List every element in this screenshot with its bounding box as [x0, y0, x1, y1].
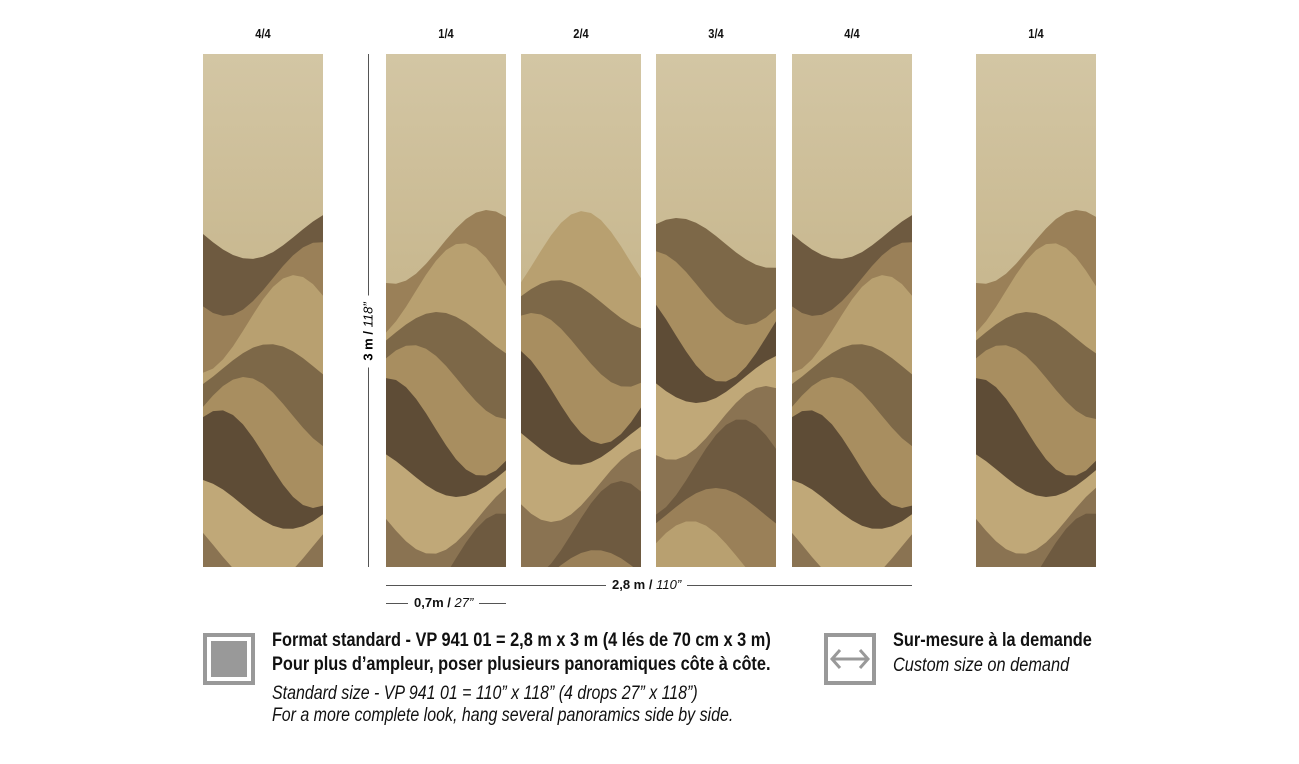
custom-size-en: Custom size on demand [893, 655, 1070, 676]
custom-size-fr: Sur-mesure à la demande [893, 630, 1092, 651]
panel-image [976, 54, 1096, 567]
height-m: 3 m / [360, 331, 376, 361]
width-in: 110” [656, 577, 682, 592]
width-dimension-label: 2,8 m / 110” [606, 577, 688, 592]
drop-in: 27” [454, 595, 474, 610]
panel-image [386, 54, 506, 567]
panel-image [203, 54, 323, 567]
standard-note-fr: Pour plus d’ampleur, poser plusieurs pan… [272, 654, 771, 675]
panel-label: 1/4 [1028, 26, 1044, 41]
width-m: 2,8 m / [612, 577, 653, 592]
drop-m: 0,7m / [414, 595, 451, 610]
panel-image [656, 54, 776, 567]
drop-dimension-label: 0,7m / 27” [408, 595, 480, 610]
panel-label: 4/4 [844, 26, 860, 41]
double-arrow-icon [824, 633, 876, 685]
height-in: 118” [360, 302, 376, 328]
panel-label: 1/4 [438, 26, 454, 41]
standard-format-en: Standard size - VP 941 01 = 110” x 118” … [272, 683, 698, 704]
height-dimension-label: 3 m / 118” [352, 295, 392, 368]
panel-label: 4/4 [255, 26, 271, 41]
panel-image [521, 54, 641, 567]
filled-square-icon [203, 633, 255, 685]
panel-label: 2/4 [573, 26, 589, 41]
panel-label: 3/4 [708, 26, 724, 41]
standard-note-en: For a more complete look, hang several p… [272, 705, 734, 726]
panel-image [792, 54, 912, 567]
standard-format-fr: Format standard - VP 941 01 = 2,8 m x 3 … [272, 630, 771, 651]
